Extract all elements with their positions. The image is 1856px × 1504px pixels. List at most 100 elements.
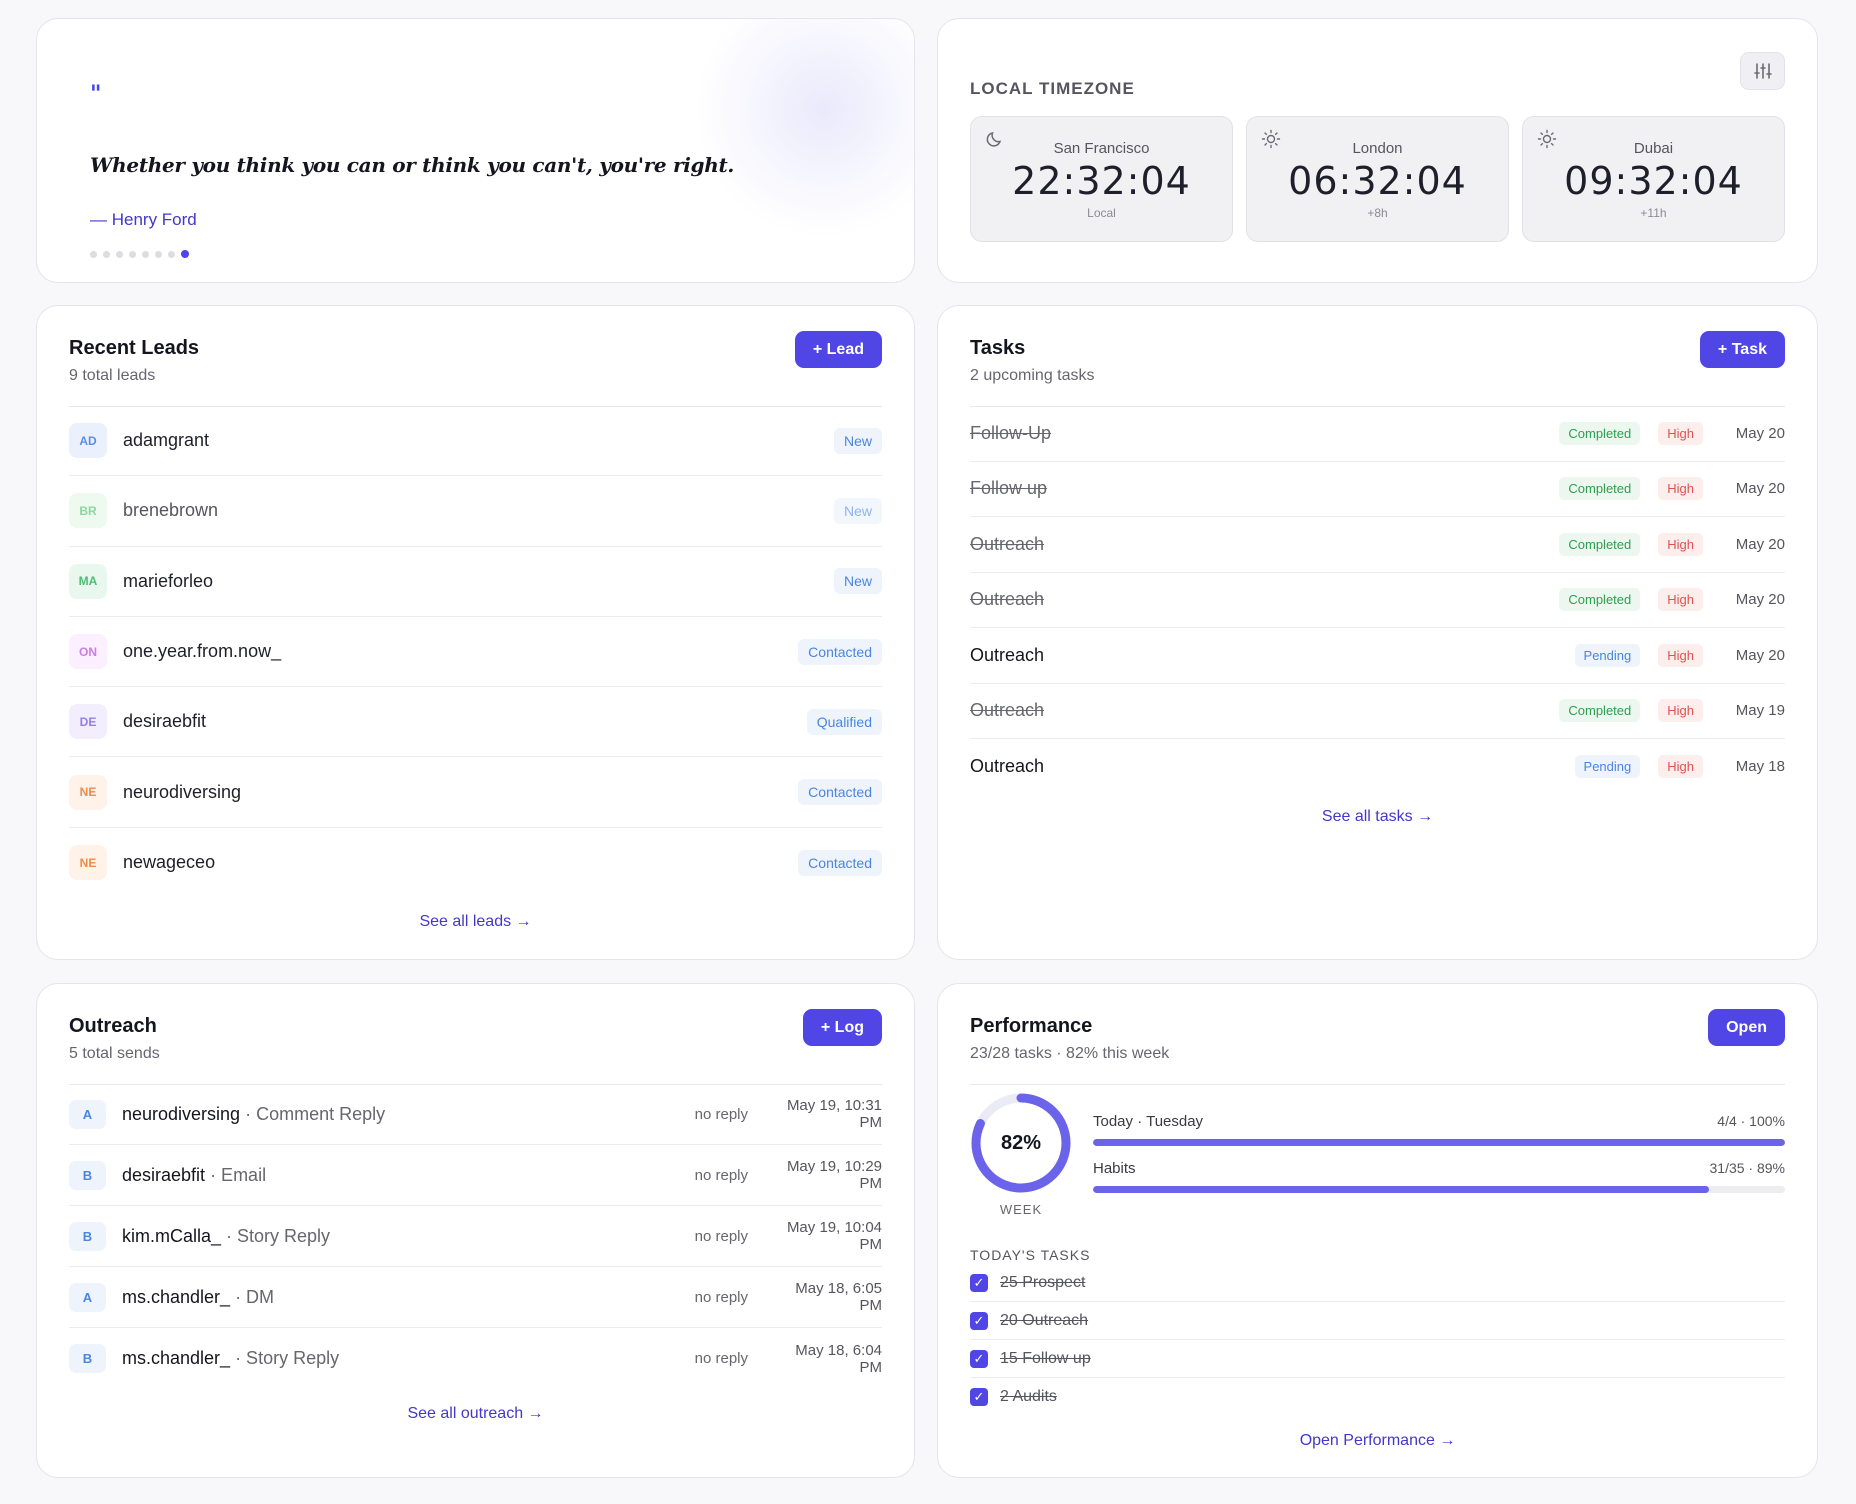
timezone-card: LOCAL TIMEZONE San Francisco 22:32:04 Lo… bbox=[937, 18, 1818, 283]
checkbox[interactable]: ✓ bbox=[970, 1273, 988, 1292]
todays-tasks-list: ✓ 25 Prospect ✓ 20 Outreach ✓ 15 Follow up ✓ 2 … bbox=[970, 1264, 1785, 1416]
reply-status: no reply bbox=[694, 1350, 748, 1367]
quote-mark-icon: " bbox=[90, 81, 102, 107]
see-all-outreach-link[interactable]: See all outreach → bbox=[407, 1405, 544, 1422]
task-name: Outreach bbox=[970, 700, 1045, 721]
task-name: Outreach bbox=[970, 756, 1045, 777]
carousel-dot[interactable] bbox=[116, 250, 123, 258]
carousel-dot[interactable] bbox=[90, 250, 97, 258]
outreach-type: · Comment Reply bbox=[240, 1103, 386, 1124]
task-row[interactable]: Outreach Pending High May 18 bbox=[970, 739, 1785, 795]
outreach-title: Outreach bbox=[69, 1015, 157, 1037]
leads-subtitle: 9 total leads bbox=[69, 367, 156, 384]
clock-san-francisco: San Francisco 22:32:04 Local bbox=[970, 116, 1233, 242]
task-row[interactable]: Outreach Completed High May 19 bbox=[970, 684, 1785, 739]
reply-status: no reply bbox=[694, 1288, 748, 1306]
avatar: A bbox=[69, 1099, 106, 1129]
lead-name: desiraebfit bbox=[123, 711, 207, 732]
task-row[interactable]: Outreach Completed High May 20 bbox=[970, 517, 1785, 573]
lead-row[interactable]: ON one.year.from.now_ Contacted bbox=[69, 617, 882, 688]
divider bbox=[970, 1084, 1785, 1085]
outreach-date: May 19, 10:29 PM bbox=[786, 1158, 882, 1192]
clock-time: 09:32:04 bbox=[1564, 159, 1743, 203]
task-date: May 20 bbox=[1735, 646, 1785, 664]
open-performance-link[interactable]: Open Performance → bbox=[1299, 1432, 1456, 1449]
avatar: B bbox=[69, 1344, 106, 1373]
todo-row: ✓ 25 Prospect bbox=[970, 1264, 1785, 1302]
lead-row[interactable]: MA marieforleo New bbox=[69, 547, 882, 617]
lead-name: one.year.from.now_ bbox=[123, 641, 282, 662]
carousel-dot[interactable] bbox=[103, 250, 110, 258]
todo-row: ✓ 20 Outreach bbox=[970, 1302, 1785, 1340]
outreach-handle: ms.chandler_ bbox=[122, 1348, 231, 1368]
outreach-entry: neurodiversing · Comment Reply bbox=[122, 1104, 695, 1125]
add-log-button[interactable]: + Log bbox=[802, 1009, 882, 1046]
moon-icon bbox=[985, 129, 1005, 154]
avatar: MA bbox=[69, 563, 107, 599]
quote-text: Whether you think you can or think you c… bbox=[90, 153, 735, 177]
outreach-date: May 18, 6:04 PM bbox=[795, 1341, 882, 1376]
checkbox[interactable]: ✓ bbox=[970, 1349, 988, 1368]
outreach-type: · Story Reply bbox=[230, 1348, 340, 1368]
outreach-handle: ms.chandler_ bbox=[122, 1286, 231, 1307]
lead-row[interactable]: NE neurodiversing Contacted bbox=[69, 757, 882, 828]
lead-name: marieforleo bbox=[123, 570, 214, 591]
task-row[interactable]: Outreach Completed High May 20 bbox=[970, 573, 1785, 628]
carousel-dot[interactable] bbox=[142, 250, 149, 258]
add-lead-button[interactable]: + Lead bbox=[794, 331, 882, 368]
outreach-entry: kim.mCalla_ · Story Reply bbox=[122, 1226, 695, 1247]
lead-row[interactable]: NE newageceo Contacted bbox=[69, 828, 882, 898]
carousel-dot[interactable] bbox=[129, 250, 136, 258]
lead-name: adamgrant bbox=[123, 430, 210, 451]
task-date: May 20 bbox=[1735, 480, 1785, 498]
lead-row[interactable]: BR brenebrown New bbox=[69, 476, 882, 547]
divider bbox=[69, 1084, 882, 1085]
task-status-badge: Completed bbox=[1559, 699, 1641, 723]
clock-city: London bbox=[1352, 140, 1403, 157]
carousel-dot[interactable] bbox=[168, 250, 175, 258]
open-performance-button[interactable]: Open bbox=[1708, 1009, 1785, 1046]
task-row[interactable]: Follow up Completed High May 20 bbox=[970, 462, 1785, 517]
task-date: May 20 bbox=[1735, 424, 1785, 442]
recent-leads-card: Recent Leads 9 total leads + Lead AD adam… bbox=[36, 305, 915, 960]
outreach-handle: desiraebfit bbox=[122, 1164, 206, 1185]
lead-row[interactable]: DE desiraebfit Qualified bbox=[69, 687, 882, 758]
status-badge: Contacted bbox=[798, 638, 882, 665]
task-name: Outreach bbox=[970, 589, 1045, 610]
bar-label: Today · Tuesday bbox=[1093, 1113, 1204, 1130]
performance-subtitle: 23/28 tasks · 82% this week bbox=[970, 1045, 1170, 1062]
bar-label: Habits bbox=[1093, 1160, 1136, 1177]
clock-city: Dubai bbox=[1633, 140, 1674, 157]
outreach-type: · DM bbox=[230, 1286, 275, 1307]
status-badge: New bbox=[833, 568, 882, 595]
task-row[interactable]: Outreach Pending High May 20 bbox=[970, 628, 1785, 684]
lead-row[interactable]: AD adamgrant New bbox=[69, 406, 882, 477]
todo-row: ✓ 2 Audits bbox=[970, 1378, 1785, 1416]
reply-status: no reply bbox=[694, 1227, 748, 1245]
clock-offset: +11h bbox=[1640, 206, 1667, 220]
avatar: DE bbox=[69, 704, 107, 740]
ring-value: 82% bbox=[1000, 1131, 1042, 1154]
quote-card: " Whether you think you can or think you… bbox=[36, 18, 915, 283]
ring-caption: WEEK bbox=[999, 1202, 1043, 1217]
sliders-icon bbox=[1753, 63, 1772, 79]
checkbox[interactable]: ✓ bbox=[970, 1388, 988, 1406]
carousel-dot[interactable] bbox=[181, 250, 189, 258]
performance-title: Performance bbox=[970, 1015, 1093, 1037]
add-task-button[interactable]: + Task bbox=[1699, 331, 1785, 368]
carousel-dot[interactable] bbox=[155, 250, 162, 258]
timezone-settings-button[interactable] bbox=[1740, 52, 1785, 90]
avatar: BR bbox=[69, 493, 107, 529]
decorative-glow bbox=[694, 19, 914, 239]
todo-label: 15 Follow up bbox=[1000, 1349, 1091, 1367]
avatar: NE bbox=[69, 845, 107, 881]
see-all-tasks-link[interactable]: See all tasks → bbox=[1321, 808, 1434, 825]
checkbox[interactable]: ✓ bbox=[970, 1311, 988, 1330]
task-row[interactable]: Follow-Up Completed High May 20 bbox=[970, 406, 1785, 462]
see-all-leads-link[interactable]: See all leads → bbox=[419, 913, 532, 930]
